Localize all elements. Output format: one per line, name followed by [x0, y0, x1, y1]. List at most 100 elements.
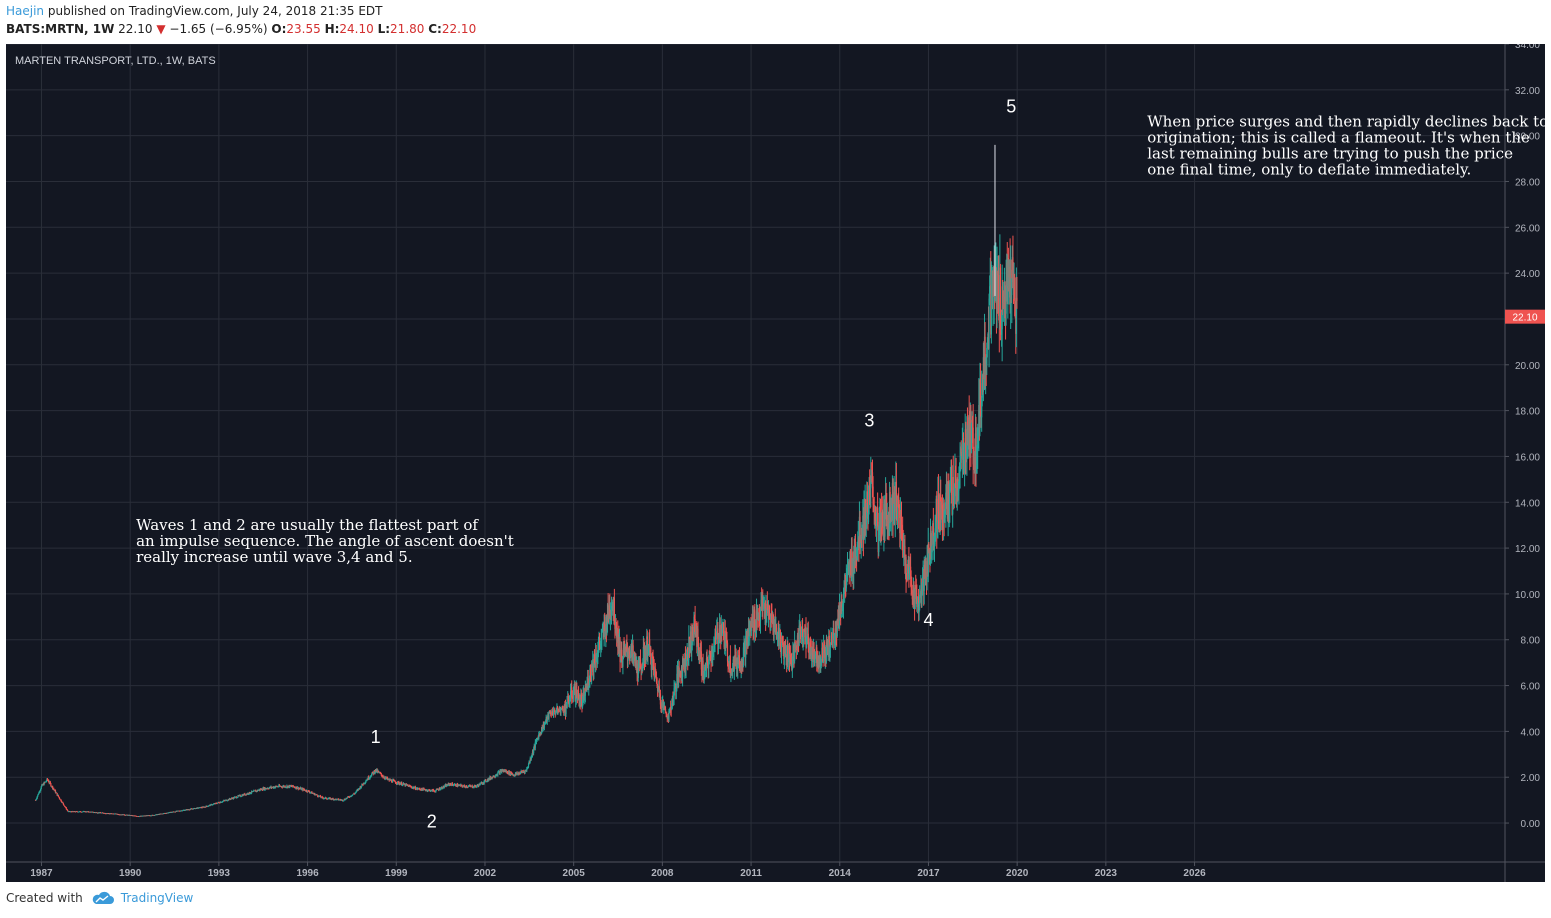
candle-body [580, 696, 583, 700]
candle-body [782, 645, 784, 648]
price-series [34, 144, 1018, 818]
candle-body [295, 786, 298, 789]
tradingview-brand-link[interactable]: TradingView [120, 891, 194, 905]
candle-body [731, 669, 733, 671]
candle-body [1014, 300, 1016, 304]
candle-body [820, 665, 822, 668]
candle-body [851, 553, 853, 576]
candle-body [958, 487, 960, 491]
candle-body [554, 709, 556, 713]
candle-body [921, 594, 923, 605]
candle-body [427, 790, 429, 792]
candle-body [345, 798, 348, 800]
publish-header: Haejin published on TradingView.com, Jul… [6, 2, 476, 38]
candle-body [803, 629, 805, 638]
candle-body [775, 624, 778, 639]
candle-body [357, 788, 360, 791]
candle-body [538, 734, 540, 739]
candle-body [844, 580, 846, 585]
candle-body [455, 784, 457, 787]
candle-body [759, 609, 762, 621]
candle-body [669, 707, 671, 711]
candle-body [700, 651, 702, 670]
candle-body [982, 357, 984, 393]
candle-body [714, 633, 716, 641]
candle-body [325, 797, 327, 799]
candle-body [691, 626, 693, 646]
candle-body [513, 774, 515, 776]
candle-body [620, 661, 622, 663]
candle-body [661, 702, 663, 708]
candle-body [525, 770, 527, 771]
candle-body [361, 783, 364, 785]
candle-body [825, 642, 828, 657]
candle-body [803, 629, 805, 632]
candle-body [860, 534, 862, 546]
candle-body [566, 696, 568, 708]
candle-body [806, 636, 808, 639]
candle-body [371, 772, 373, 775]
candle-body [211, 804, 213, 806]
candle-body [535, 741, 537, 743]
candle-body [227, 800, 229, 802]
candle-body [941, 508, 944, 523]
candle-body [306, 790, 308, 792]
candle-body [377, 771, 380, 772]
candle-body [791, 665, 793, 670]
x-tick-label: 2017 [917, 868, 940, 879]
candle-body [859, 545, 862, 547]
x-tick-label: 2002 [474, 868, 497, 879]
candle-body [717, 628, 719, 644]
candle-body [639, 659, 642, 666]
candle-body [653, 663, 655, 667]
candle-body [464, 786, 466, 788]
candle-body [989, 286, 991, 299]
author-link[interactable]: Haejin [6, 4, 45, 18]
candle-body [621, 649, 623, 661]
candle-body [546, 716, 548, 722]
candle-body [955, 479, 957, 497]
candle-body [35, 799, 37, 801]
candle-body [690, 631, 692, 652]
price-chart[interactable]: 0.00 2.00 4.00 6.00 8.00 10.00 12.00 14.00 16.00… [6, 44, 1545, 882]
candle-body [362, 784, 364, 786]
candle-body [38, 792, 40, 795]
candle-body [703, 671, 705, 679]
candle-body [571, 687, 573, 698]
candle-body [874, 509, 876, 521]
candle-body [287, 786, 289, 788]
candle-body [943, 503, 945, 518]
candle-body [762, 597, 764, 610]
candle-body [47, 779, 49, 781]
candle-body [697, 628, 699, 643]
candle-body [778, 633, 780, 646]
candle-body [565, 706, 567, 715]
candle-body [62, 802, 64, 804]
candle-body [348, 796, 350, 798]
candle-body [646, 636, 648, 656]
candle-body [323, 798, 326, 800]
candle-body [338, 798, 340, 800]
candle-body [181, 810, 183, 812]
candle-body [264, 787, 266, 790]
y-tick-label: 2.00 [1521, 773, 1541, 784]
candle-body [396, 783, 398, 785]
candle-body [584, 695, 586, 700]
candle-body [410, 786, 412, 788]
y-tick-label: 6.00 [1521, 682, 1541, 693]
down-arrow-icon: ▼ [156, 22, 166, 36]
candle-body [895, 481, 897, 513]
candle-body [984, 336, 986, 365]
candle-body [527, 767, 529, 769]
candle-body [622, 648, 625, 659]
candle-body [918, 606, 920, 613]
candle-body [415, 788, 418, 790]
candle-body [821, 647, 824, 657]
candle-body [150, 815, 153, 817]
candle-body [808, 642, 810, 654]
candle-body [430, 790, 432, 792]
candle-body [633, 654, 635, 657]
candle-body [378, 771, 380, 773]
candle-body [671, 703, 673, 710]
candle-body [460, 784, 463, 786]
